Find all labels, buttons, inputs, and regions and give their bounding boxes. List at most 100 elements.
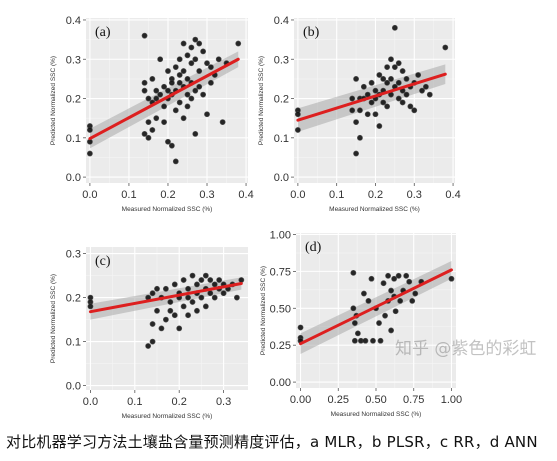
y-tick-label: 0.2: [66, 293, 81, 305]
data-point: [238, 277, 245, 283]
data-point: [184, 75, 191, 82]
data-point: [180, 68, 187, 74]
data-point: [216, 277, 223, 283]
data-point: [399, 99, 406, 106]
data-point: [442, 44, 449, 51]
data-point: [204, 111, 210, 118]
data-point: [141, 87, 148, 94]
data-point: [397, 298, 404, 304]
x-tick-label: 0.1: [121, 189, 136, 201]
data-point: [388, 56, 394, 63]
data-point: [360, 83, 367, 90]
data-point: [380, 75, 387, 82]
data-point: [153, 95, 160, 102]
y-tick-label: 0.1: [66, 133, 81, 145]
data-point: [162, 285, 169, 292]
x-tick-label: 0.2: [160, 189, 175, 201]
data-point: [145, 119, 152, 126]
data-point: [353, 119, 359, 126]
data-point: [154, 285, 160, 292]
data-point: [395, 79, 402, 86]
data-point: [165, 68, 171, 74]
data-point: [426, 91, 433, 98]
data-point: [176, 79, 183, 86]
data-point: [158, 325, 165, 332]
data-point: [204, 60, 210, 67]
data-point: [350, 305, 357, 312]
panel-label: (a): [95, 25, 111, 40]
data-point: [211, 294, 218, 301]
data-point: [403, 75, 410, 82]
data-point: [354, 330, 361, 337]
data-point: [407, 103, 414, 110]
x-tick-label: 0.50: [365, 394, 386, 406]
data-point: [87, 303, 94, 310]
watermark: 知乎 @紫色的彩虹: [395, 339, 537, 359]
data-point: [392, 308, 399, 315]
data-point: [412, 290, 419, 297]
x-tick-label: 0.2: [368, 189, 383, 201]
data-point: [368, 79, 375, 86]
data-point: [188, 95, 195, 102]
data-point: [357, 107, 363, 114]
data-point: [391, 275, 398, 282]
y-tick-label: 0.3: [274, 54, 289, 66]
data-point: [176, 99, 183, 106]
data-point: [192, 130, 199, 137]
data-point: [167, 299, 174, 305]
data-point: [351, 320, 358, 326]
data-point: [384, 64, 391, 71]
data-point: [372, 87, 379, 94]
data-point: [403, 272, 410, 279]
data-point: [162, 316, 169, 323]
y-tick-label: 0.0: [66, 381, 81, 393]
x-axis-title: Measured Normalized SSC (%): [122, 413, 213, 420]
data-point: [353, 75, 359, 82]
data-point: [198, 294, 205, 301]
figure-caption: 对比机器学习方法土壤盐含量预测精度评估，a MLR，b PLSR，c RR，d …: [6, 433, 538, 451]
data-point: [172, 158, 179, 165]
data-point: [184, 52, 191, 59]
data-point: [376, 320, 382, 326]
data-point: [157, 91, 164, 98]
data-point: [185, 285, 191, 292]
data-point: [377, 337, 384, 344]
data-point: [145, 343, 152, 349]
data-point: [415, 72, 422, 78]
data-point: [391, 24, 398, 31]
data-point: [87, 150, 93, 157]
data-point: [388, 287, 394, 294]
y-tick-label: 0.4: [274, 15, 289, 27]
x-tick-label: 1.00: [441, 394, 462, 406]
data-point: [370, 337, 376, 344]
data-point: [141, 79, 148, 86]
data-point: [176, 325, 183, 332]
data-point: [349, 107, 356, 114]
y-tick-label: 0.0: [66, 172, 81, 184]
x-axis-title: Measured Normalized SSC (%): [122, 206, 213, 213]
data-point: [380, 280, 387, 287]
data-point: [192, 56, 199, 63]
data-point: [189, 299, 196, 305]
data-point: [194, 281, 200, 288]
data-point: [207, 277, 214, 283]
data-point: [448, 275, 455, 282]
x-tick-label: 0.3: [216, 396, 231, 408]
y-tick-label: 0.3: [66, 249, 81, 261]
data-point: [362, 337, 369, 344]
regression-line: [299, 268, 453, 346]
data-point: [376, 72, 383, 78]
data-point: [180, 40, 187, 47]
regression-line: [88, 57, 240, 141]
data-point: [350, 269, 357, 276]
data-point: [149, 338, 156, 345]
data-point: [185, 312, 191, 319]
data-point: [185, 294, 191, 301]
y-tick-label: 0.25: [270, 340, 291, 352]
panel-label: (c): [95, 254, 111, 269]
data-point: [176, 72, 183, 78]
data-point: [208, 79, 214, 86]
data-point: [153, 87, 160, 94]
data-point: [176, 56, 183, 63]
data-point: [384, 103, 391, 110]
